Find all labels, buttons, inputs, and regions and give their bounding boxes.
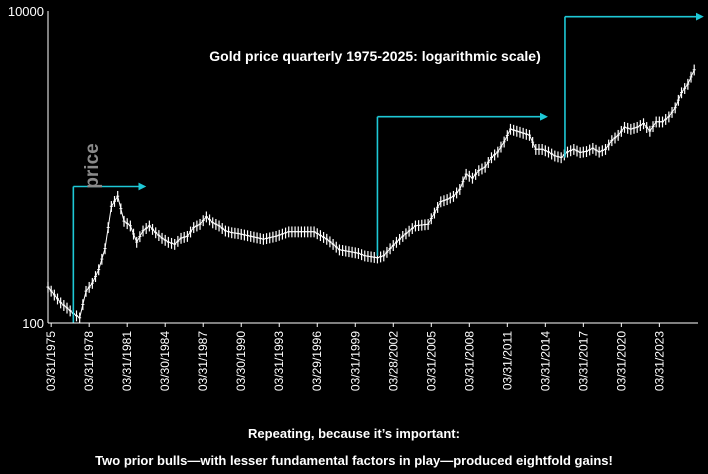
x-tick-label: 03/31/1975 bbox=[44, 331, 58, 391]
x-tick-label: 03/30/1990 bbox=[234, 331, 248, 391]
chart-title: Gold price quarterly 1975-2025: logarith… bbox=[209, 48, 540, 64]
x-tick-label: 03/31/1978 bbox=[82, 331, 96, 391]
price-series bbox=[46, 64, 696, 324]
y-tick-label-10000: 10000 bbox=[8, 4, 44, 19]
x-axis-ticks: 03/31/1975 03/31/1978 03/31/1981 03/30/1984… bbox=[44, 323, 666, 391]
x-tick-label: 03/31/2014 bbox=[538, 331, 552, 391]
x-tick-label: 03/29/1996 bbox=[310, 331, 324, 391]
x-tick-label: 03/31/2008 bbox=[462, 331, 476, 391]
caption-line-2: Two prior bulls—with lesser fundamental … bbox=[95, 453, 613, 468]
x-tick-label: 03/31/2017 bbox=[576, 331, 590, 391]
x-tick-label: 03/31/1993 bbox=[272, 331, 286, 391]
x-tick-label: 03/31/1987 bbox=[196, 331, 210, 391]
x-tick-label: 03/31/1999 bbox=[348, 331, 362, 391]
x-tick-label: 03/31/2005 bbox=[424, 331, 438, 391]
gold-price-chart: 03/31/1975 03/31/1978 03/31/1981 03/30/1984… bbox=[8, 4, 704, 391]
x-tick-label: 03/31/2020 bbox=[614, 331, 628, 391]
x-tick-label: 03/31/1981 bbox=[120, 331, 134, 391]
x-tick-label: 03/31/2023 bbox=[652, 331, 666, 391]
bull-market-arrows bbox=[72, 12, 704, 323]
x-tick-label: 03/28/2002 bbox=[386, 331, 400, 391]
caption-line-1: Repeating, because it’s important: bbox=[248, 426, 460, 441]
price-line bbox=[47, 69, 695, 319]
y-tick-label-100: 100 bbox=[22, 316, 44, 331]
x-tick-label: 03/31/2011 bbox=[500, 331, 514, 390]
x-tick-label: 03/30/1984 bbox=[158, 331, 172, 391]
y-axis-label: price bbox=[82, 143, 103, 188]
